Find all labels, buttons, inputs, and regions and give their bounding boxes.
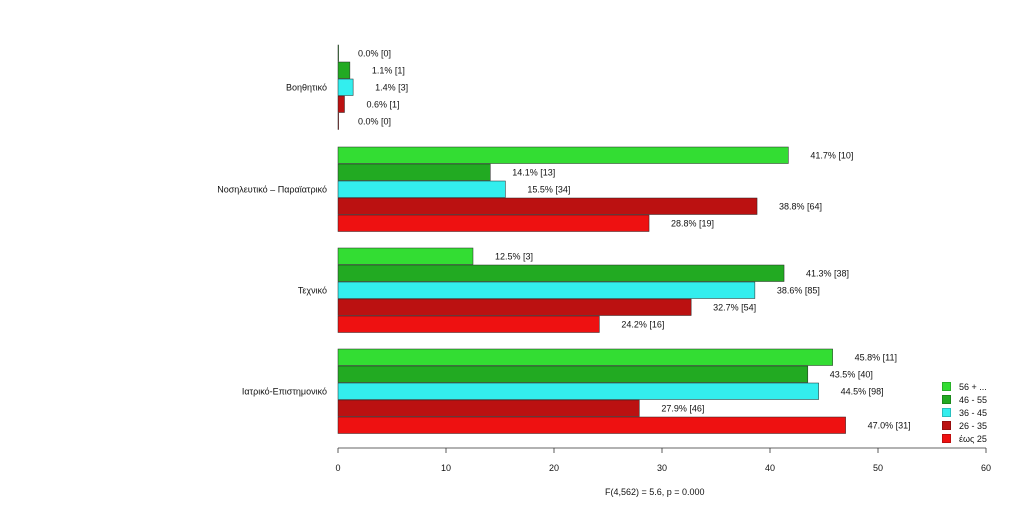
bar <box>337 281 756 299</box>
data-label: 12.5% [3] <box>495 251 533 261</box>
data-label: 0.0% [0] <box>358 48 391 58</box>
data-label: 45.8% [11] <box>855 352 897 362</box>
legend-swatch <box>942 434 951 443</box>
bar <box>337 112 339 130</box>
bar <box>337 44 339 62</box>
data-label: 43.5% [40] <box>830 369 873 379</box>
legend-swatch <box>942 421 951 430</box>
data-label: 24.2% [16] <box>621 319 664 329</box>
bar <box>337 180 506 198</box>
data-label: 47.0% [31] <box>868 420 911 430</box>
legend-swatch <box>942 408 951 417</box>
data-label: 15.5% [34] <box>527 184 570 194</box>
bar <box>337 247 474 265</box>
legend-item: 26 - 35 <box>942 419 987 432</box>
legend-swatch <box>942 382 951 391</box>
legend-label: 56 + ... <box>959 381 987 392</box>
bar <box>337 348 833 366</box>
bar <box>337 399 640 417</box>
statistic-annotation: F(4,562) = 5.6, p = 0.000 <box>605 487 705 497</box>
legend-item: 36 - 45 <box>942 406 987 419</box>
bar <box>337 416 846 434</box>
data-label: 1.1% [1] <box>372 65 405 75</box>
category-label: Τεχνικό <box>298 286 327 296</box>
bar <box>337 197 758 215</box>
data-label: 14.1% [13] <box>512 167 555 177</box>
data-label: 0.6% [1] <box>366 99 399 109</box>
x-tick-label: 60 <box>981 463 991 473</box>
bar <box>337 95 345 113</box>
x-tick-label: 10 <box>441 463 451 473</box>
data-label: 41.3% [38] <box>806 268 849 278</box>
data-label: 38.6% [85] <box>777 285 820 295</box>
x-tick-label: 40 <box>765 463 775 473</box>
data-label: 41.7% [10] <box>810 150 853 160</box>
bar <box>337 163 491 181</box>
category-label: Βοηθητικό <box>286 83 327 93</box>
legend-item: 56 + ... <box>942 380 987 393</box>
bar <box>337 298 692 316</box>
bar <box>337 365 809 383</box>
category-label: Νοσηλευτικό – Παραϊατρικό <box>217 185 327 195</box>
x-tick-label: 0 <box>335 463 340 473</box>
bar <box>337 264 785 282</box>
data-label: 32.7% [54] <box>713 302 756 312</box>
bar <box>337 382 819 400</box>
x-tick-label: 30 <box>657 463 667 473</box>
bar <box>337 78 354 96</box>
legend-label: 46 - 55 <box>959 394 988 405</box>
legend-label: 36 - 45 <box>959 407 988 418</box>
legend-label: 26 - 35 <box>959 420 988 431</box>
data-label: 1.4% [3] <box>375 82 408 92</box>
legend: 56 + ... 46 - 55 36 - 45 26 - 35 έως 25 <box>942 380 987 445</box>
data-label: 38.8% [64] <box>779 201 822 211</box>
legend-item: έως 25 <box>942 432 987 445</box>
data-label: 0.0% [0] <box>358 116 391 126</box>
data-label: 28.8% [19] <box>671 218 714 228</box>
data-label: 27.9% [46] <box>661 403 704 413</box>
bar <box>337 61 351 79</box>
legend-item: 46 - 55 <box>942 393 987 406</box>
bar <box>337 315 600 333</box>
legend-swatch <box>942 395 951 404</box>
x-tick-label: 50 <box>873 463 883 473</box>
data-label: 44.5% [98] <box>841 386 884 396</box>
x-tick-label: 20 <box>549 463 559 473</box>
bar <box>337 146 789 164</box>
bar <box>337 214 650 232</box>
category-label: Ιατρικό-Επιστημονικό <box>242 387 327 397</box>
legend-label: έως 25 <box>959 433 987 444</box>
